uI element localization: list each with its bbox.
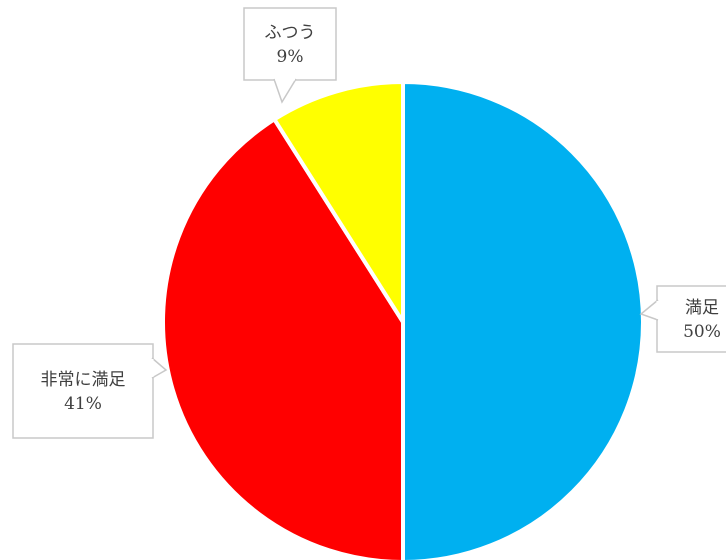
callout-0: 満足 50% <box>639 285 726 353</box>
slice-label: 満足 <box>685 298 719 318</box>
callout-box <box>243 7 337 81</box>
callout-tail <box>151 357 168 379</box>
slice-value-label: 50% <box>683 322 721 342</box>
slice-label: ふつう <box>265 23 316 43</box>
callout-box <box>12 343 154 439</box>
pie-slices <box>161 79 645 560</box>
pie-slice-2 <box>271 79 405 329</box>
slice-value-label: 41% <box>64 394 102 414</box>
callout-box <box>656 285 726 353</box>
callout-tail <box>639 299 659 321</box>
slice-label: 非常に満足 <box>41 370 126 390</box>
callout-2: ふつう 9% <box>243 7 337 104</box>
pie-callouts: 満足 50% 非常に満足 41% ふつう 9% <box>12 7 726 439</box>
callout-tail <box>273 78 297 104</box>
pie-slice-0 <box>401 79 645 560</box>
slice-value-label: 9% <box>277 47 304 67</box>
callout-1: 非常に満足 41% <box>12 343 168 439</box>
